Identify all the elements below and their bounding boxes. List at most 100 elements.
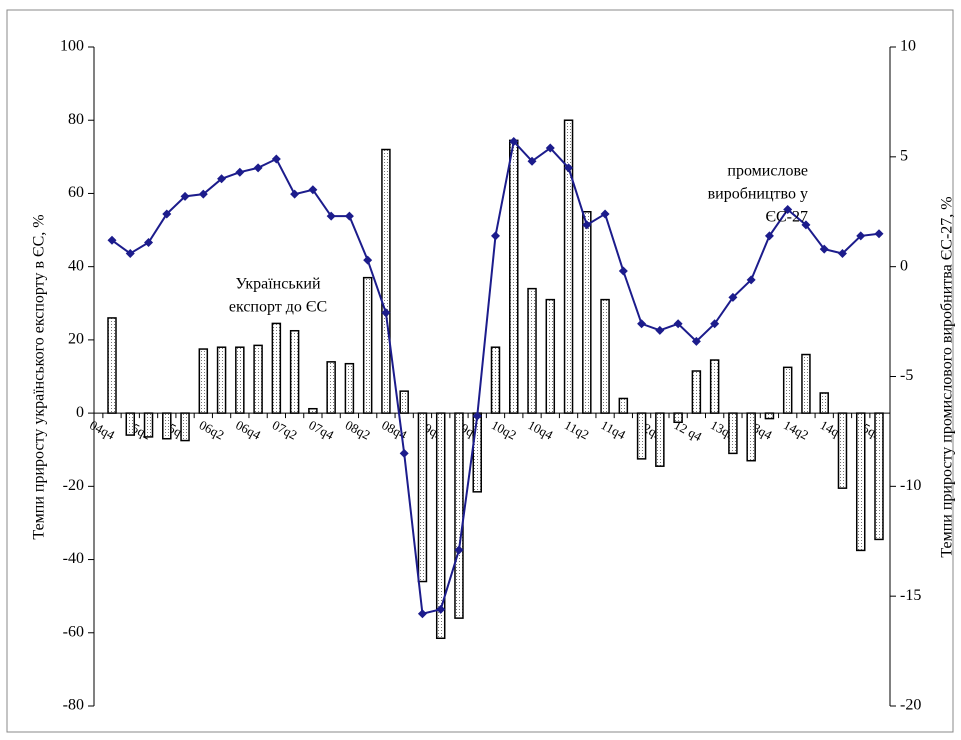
line-marker [454,545,464,555]
y-tick-label: 80 [68,111,84,128]
bar [235,346,245,414]
line-marker [472,411,482,421]
line-marker [125,248,135,258]
frame [6,9,954,733]
bar [874,412,884,541]
bar [308,407,318,414]
line-marker [655,325,665,335]
line-marker [162,209,172,219]
y-tick-label: 60 [68,184,84,201]
y-tick-label: -40 [63,550,84,567]
annotation: Український [235,276,321,293]
bar [855,412,866,552]
line-marker [344,211,354,221]
bar [655,412,665,467]
bar [563,119,574,414]
line-marker [837,248,847,258]
bar [180,412,190,442]
line-marker [874,229,884,239]
bar [509,139,519,414]
line-marker [856,231,866,241]
y2-tick-label: 0 [900,257,908,274]
line-marker [783,205,793,215]
line-marker [381,308,391,318]
bar [454,412,464,619]
bar [764,412,775,420]
bar [326,361,336,414]
line-marker [728,292,738,302]
bar [545,298,556,414]
bar [271,322,282,414]
annotation: ЄС-27 [765,209,808,226]
annotation: експорт до ЄС [229,299,327,316]
bar [125,412,136,436]
annotation: промислове [727,163,808,180]
y2-axis-title: Темпи приросту промислового виробнитва Є… [939,196,956,557]
line-marker [582,220,592,230]
bar [289,329,300,414]
line-marker [253,163,263,173]
bar [527,287,537,414]
line-marker [600,209,610,219]
bar [746,412,756,462]
y-tick-label: -20 [63,477,84,494]
bar [472,412,482,493]
y2-tick-label: 10 [900,38,916,55]
annotation: виробництво у [708,186,808,203]
line-marker [217,174,227,184]
bar [728,412,738,455]
bar [819,392,829,414]
line-marker [801,220,811,230]
line-marker [746,275,756,285]
line-marker [271,154,281,164]
line-marker [819,244,829,254]
line-marker [363,255,373,265]
bar [600,298,610,414]
line-marker [545,143,555,153]
line-marker [399,448,409,458]
bar [399,390,409,414]
bar [107,317,117,414]
line-marker [491,231,500,241]
y-tick-label: 100 [60,38,84,55]
line-marker [417,609,427,619]
bar [417,412,428,583]
bar [691,370,702,414]
line-marker [308,185,318,195]
bar [618,397,629,414]
bar [198,348,209,414]
bar [709,359,720,414]
line-marker [290,189,300,199]
line-marker [509,136,519,146]
line-marker [764,231,774,241]
bar [435,412,446,640]
line-marker [235,167,245,177]
y-tick-label: -60 [63,623,84,640]
line-marker [673,319,683,329]
bar [636,412,647,460]
y2-tick-label: -5 [900,367,913,384]
bar [216,346,227,414]
bar [582,211,592,414]
line-marker [198,189,208,199]
y-axis-title: Темпи приросту українського експорту в Є… [31,214,48,539]
y-tick-label: 40 [68,257,84,274]
line-marker [144,238,154,248]
bar [344,362,355,414]
bar [143,412,154,438]
bar [253,344,263,414]
line-marker [618,266,628,276]
line-marker [691,336,701,346]
line-marker [180,191,190,201]
bar [490,346,501,414]
y-tick-label: 20 [68,331,84,348]
bar [162,412,172,440]
line-marker [107,235,117,245]
line-marker [326,211,336,221]
y2-tick-label: -20 [900,697,921,714]
line-marker [527,156,537,166]
line-marker [710,319,720,329]
bar [673,412,683,424]
y-tick-label: -80 [63,697,84,714]
